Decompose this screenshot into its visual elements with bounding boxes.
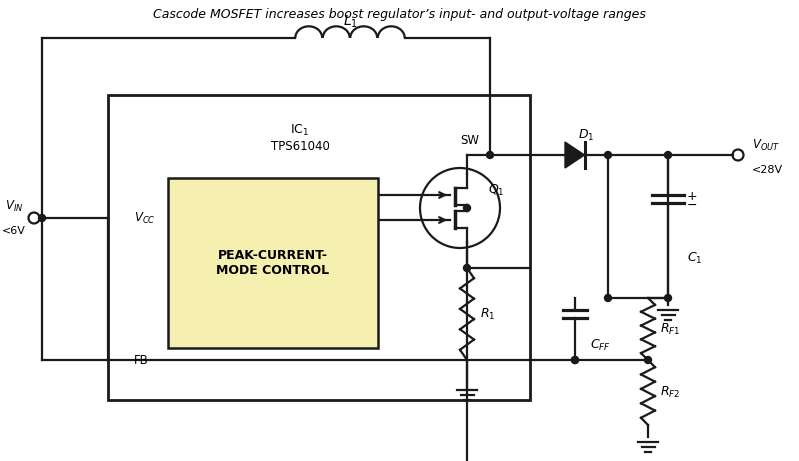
Text: $R_{F1}$: $R_{F1}$ (660, 321, 681, 337)
Text: $L_1$: $L_1$ (343, 14, 357, 30)
Polygon shape (565, 142, 585, 168)
Text: +: + (687, 189, 698, 202)
Circle shape (571, 356, 578, 364)
Text: Cascode MOSFET increases boost regulator’s input- and output-voltage ranges: Cascode MOSFET increases boost regulator… (153, 8, 646, 21)
Text: <28V: <28V (752, 165, 783, 175)
Circle shape (38, 214, 46, 221)
Text: $C_{FF}$: $C_{FF}$ (590, 337, 611, 353)
Text: FB: FB (134, 354, 149, 366)
Bar (168, 178, 378, 348)
Text: $D_1$: $D_1$ (578, 127, 594, 142)
Circle shape (463, 205, 471, 212)
Text: PEAK-CURRENT-
MODE CONTROL: PEAK-CURRENT- MODE CONTROL (217, 249, 329, 277)
Text: −: − (687, 199, 698, 212)
Text: TPS61040: TPS61040 (271, 140, 329, 153)
Text: $V_{OUT}$: $V_{OUT}$ (752, 138, 780, 153)
Text: $R_{F2}$: $R_{F2}$ (660, 385, 680, 400)
Text: <6V: <6V (2, 226, 26, 236)
Bar (108, 95, 530, 400)
Text: $Q_1$: $Q_1$ (488, 183, 505, 198)
Circle shape (605, 295, 611, 301)
Circle shape (463, 265, 471, 272)
Text: $V_{CC}$: $V_{CC}$ (134, 211, 156, 225)
Text: IC$_1$: IC$_1$ (290, 123, 310, 137)
Circle shape (665, 152, 671, 159)
Text: $R_1$: $R_1$ (480, 307, 495, 322)
Circle shape (665, 295, 671, 301)
Circle shape (645, 356, 651, 364)
Text: SW: SW (460, 135, 479, 148)
Text: $V_{IN}$: $V_{IN}$ (5, 199, 23, 214)
Circle shape (487, 152, 494, 159)
Circle shape (571, 356, 578, 364)
Text: $C_1$: $C_1$ (687, 250, 702, 266)
Circle shape (605, 152, 611, 159)
